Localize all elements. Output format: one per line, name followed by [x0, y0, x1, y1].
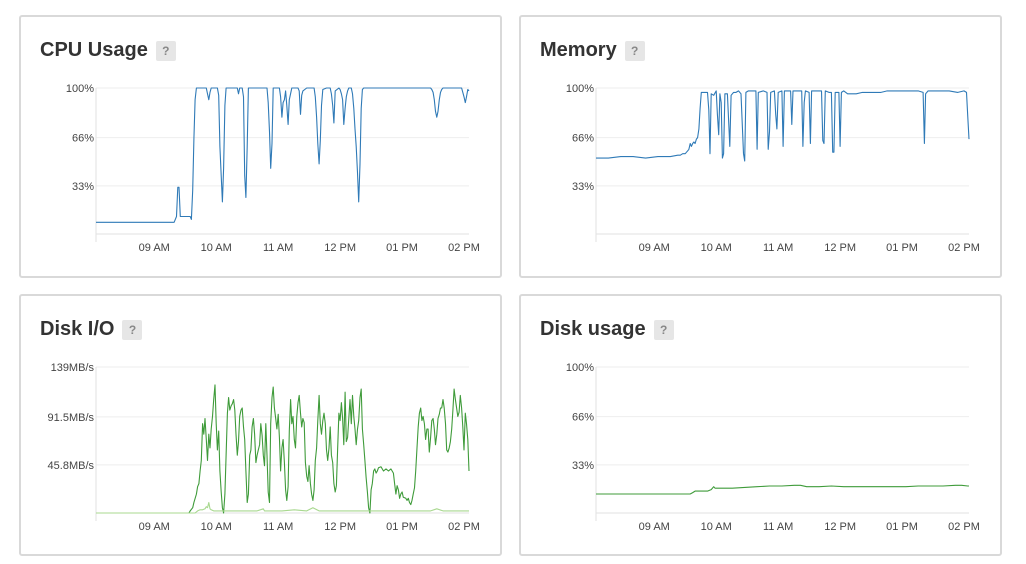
x-tick-label: 12 PM — [324, 242, 356, 254]
x-tick-label: 02 PM — [948, 521, 980, 533]
disk-io-chart: 139MB/s 91.5MB/s 45.8MB/s 09 AM 10 AM 11 AM 12… — [48, 362, 480, 533]
y-tick-label: 33% — [72, 181, 94, 193]
disk-usage-panel: Disk usage ? 100% 66% 33% 09 AM 10 AM 11 AM 12… — [519, 294, 1002, 556]
disk-usage-chart: 100% 66% 33% 09 AM 10 AM 11 AM 12 PM 01 PM 02 PM — [566, 362, 980, 533]
series-line — [96, 384, 470, 514]
cpu-usage-chart: 100% 66% 33% 09 AM 10 AM 11 AM 12 PM 01 PM 02 PM — [66, 83, 480, 254]
y-tick-label: 100% — [566, 362, 594, 374]
y-tick-label: 91.5MB/s — [48, 412, 95, 424]
y-tick-label: 45.8MB/s — [48, 460, 95, 472]
x-tick-label: 10 AM — [201, 521, 232, 533]
x-tick-label: 11 AM — [263, 242, 293, 254]
cpu-usage-panel: CPU Usage ? 100% 66% 33% 09 AM 10 AM 11 AM 12 … — [19, 15, 502, 278]
series-line — [96, 87, 470, 223]
y-tick-label: 33% — [572, 181, 594, 193]
panel-title-text: Disk usage — [540, 318, 646, 340]
memory-panel: Memory ? 100% 66% 33% 09 AM 10 AM 11 AM 12 PM 0… — [519, 15, 1002, 278]
x-tick-label: 10 AM — [201, 242, 232, 254]
x-tick-label: 11 AM — [763, 521, 793, 533]
x-tick-label: 01 PM — [386, 242, 418, 254]
y-tick-label: 100% — [66, 83, 94, 95]
x-tick-label: 01 PM — [886, 242, 918, 254]
x-tick-label: 11 AM — [263, 521, 293, 533]
x-tick-label: 01 PM — [386, 521, 418, 533]
y-tick-label: 66% — [572, 133, 594, 145]
series-line — [596, 90, 970, 162]
series-line — [596, 484, 969, 495]
x-tick-label: 02 PM — [448, 242, 480, 254]
x-tick-label: 09 AM — [139, 521, 170, 533]
x-tick-label: 02 PM — [448, 521, 480, 533]
memory-chart: 100% 66% 33% 09 AM 10 AM 11 AM 12 PM 01 PM 02 PM — [566, 83, 980, 254]
x-tick-label: 01 PM — [886, 521, 918, 533]
x-tick-label: 10 AM — [701, 521, 732, 533]
help-icon[interactable]: ? — [653, 319, 674, 340]
panel-title: Disk usage ? — [540, 318, 674, 341]
panel-title-text: CPU Usage — [40, 39, 148, 61]
x-tick-label: 12 PM — [824, 521, 856, 533]
x-tick-label: 02 PM — [948, 242, 980, 254]
panel-title-text: Disk I/O — [40, 318, 115, 340]
y-tick-label: 33% — [572, 460, 594, 472]
panel-title-text: Memory — [540, 39, 617, 61]
x-tick-label: 12 PM — [824, 242, 856, 254]
x-tick-label: 09 AM — [639, 242, 670, 254]
series-line — [96, 501, 469, 514]
y-tick-label: 100% — [566, 83, 594, 95]
x-tick-label: 09 AM — [639, 521, 670, 533]
disk-io-panel: Disk I/O ? 139MB/s 91.5MB/s 45.8MB/s 09 AM 1… — [19, 294, 502, 556]
y-tick-label: 66% — [72, 133, 94, 145]
y-tick-label: 139MB/s — [51, 362, 95, 374]
x-tick-label: 10 AM — [701, 242, 732, 254]
panel-title: Memory ? — [540, 39, 645, 62]
x-tick-label: 09 AM — [139, 242, 170, 254]
panel-title: CPU Usage ? — [40, 39, 176, 62]
x-tick-label: 12 PM — [324, 521, 356, 533]
panel-title: Disk I/O ? — [40, 318, 143, 341]
help-icon[interactable]: ? — [155, 40, 176, 61]
x-tick-label: 11 AM — [763, 242, 793, 254]
y-tick-label: 66% — [572, 412, 594, 424]
help-icon[interactable]: ? — [624, 40, 645, 61]
help-icon[interactable]: ? — [122, 319, 143, 340]
